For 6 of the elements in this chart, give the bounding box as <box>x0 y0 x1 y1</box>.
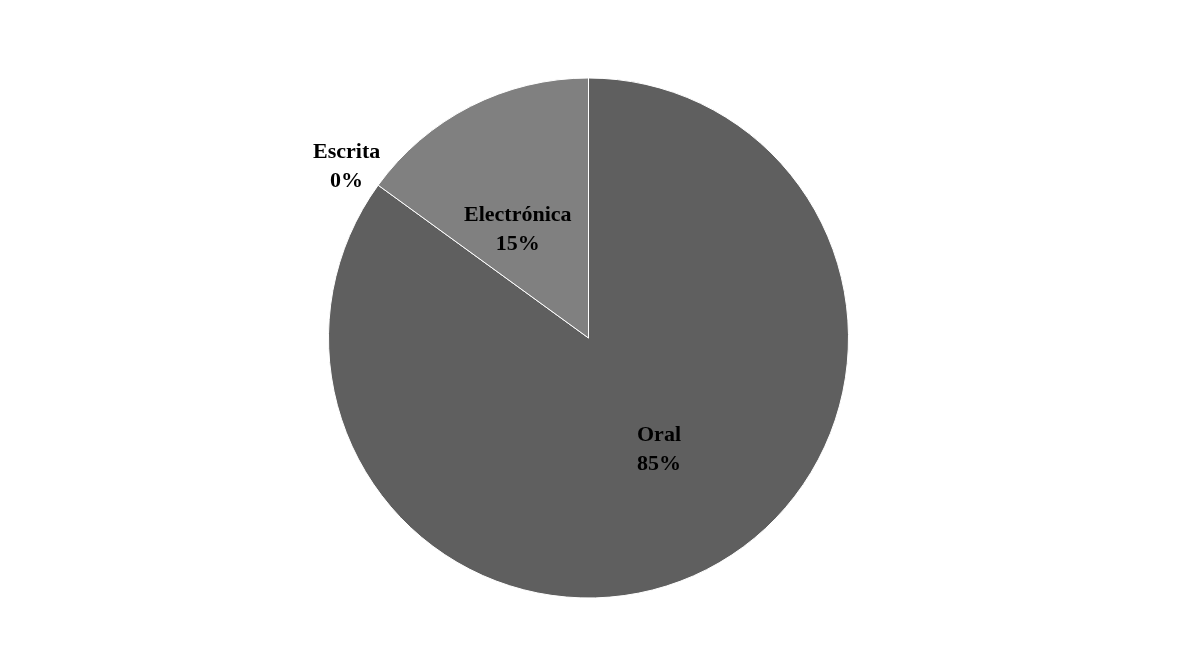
slice-label: Electrónica <box>464 201 572 226</box>
data-label: 85% <box>637 449 681 475</box>
text: 0% <box>330 166 364 192</box>
data-label: 15% <box>495 229 540 255</box>
slice-label: Oral <box>637 421 681 446</box>
category-label: Escrita <box>313 138 381 163</box>
